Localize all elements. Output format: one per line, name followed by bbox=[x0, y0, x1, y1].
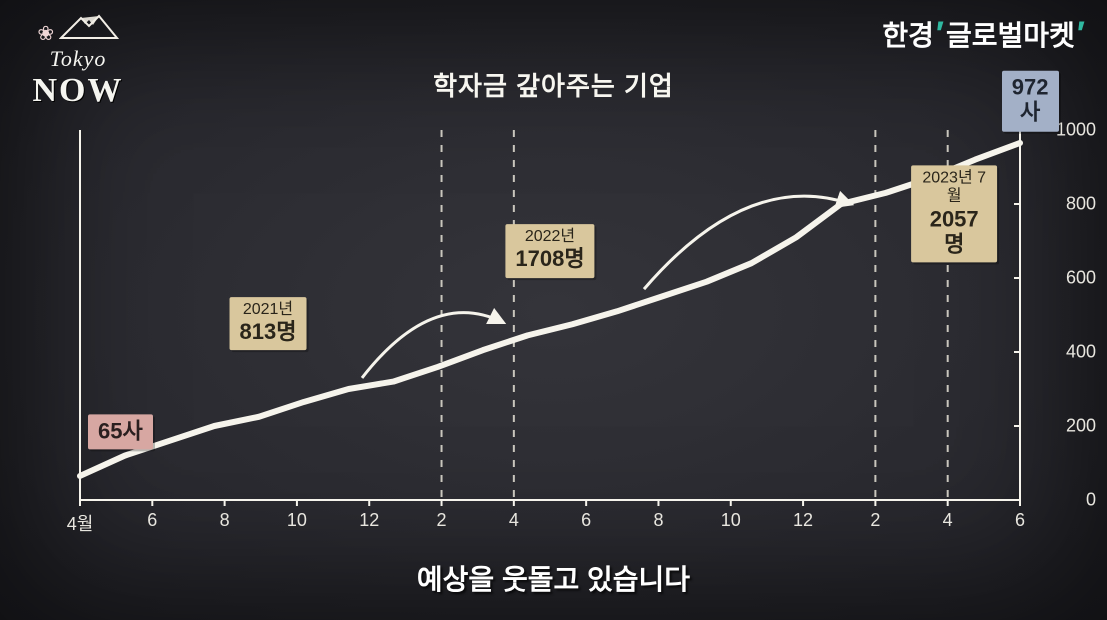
x-tick-label: 10 bbox=[721, 510, 741, 531]
annotation-box: 65사 bbox=[88, 414, 153, 449]
x-tick-label: 2 bbox=[437, 510, 447, 531]
mountain-icon bbox=[59, 12, 119, 45]
line-chart: 4월68101224681012246 02004006008001000 65… bbox=[80, 130, 1040, 510]
annotation-small: 2021년 bbox=[240, 301, 297, 319]
annotation-big: 813명 bbox=[240, 319, 297, 344]
y-tick-label: 600 bbox=[1066, 268, 1096, 289]
sakura-icon: ❀ bbox=[37, 23, 54, 45]
x-tick-label: 12 bbox=[359, 510, 379, 531]
logo-hankyung: 한경 bbox=[882, 14, 934, 54]
x-tick-label: 8 bbox=[220, 510, 230, 531]
y-tick-label: 800 bbox=[1066, 194, 1096, 215]
annotation-box: 972사 bbox=[1002, 71, 1059, 132]
logo-market: 글로벌마켓 bbox=[946, 14, 1075, 54]
x-tick-label: 4월 bbox=[67, 510, 94, 536]
chart-title: 학자금 갚아주는 기업 bbox=[0, 66, 1107, 103]
annotation-big: 65사 bbox=[98, 418, 143, 443]
x-tick-label: 2 bbox=[870, 510, 880, 531]
chart-svg bbox=[80, 130, 1020, 500]
x-tick-label: 6 bbox=[581, 510, 591, 531]
annotation-box: 2022년1708명 bbox=[505, 224, 594, 278]
x-tick-label: 6 bbox=[147, 510, 157, 531]
y-tick-label: 400 bbox=[1066, 342, 1096, 363]
annotation-box: 2023년 7월2057명 bbox=[911, 165, 997, 262]
annotation-box: 2021년813명 bbox=[230, 297, 307, 351]
x-tick-label: 12 bbox=[793, 510, 813, 531]
x-tick-label: 4 bbox=[943, 510, 953, 531]
y-tick-label: 0 bbox=[1086, 490, 1096, 511]
annotation-small: 2022년 bbox=[515, 228, 584, 246]
annotation-small: 2023년 7월 bbox=[921, 169, 987, 206]
chart-subtitle: 예상을 웃돌고 있습니다 bbox=[0, 558, 1107, 598]
hankyung-logo: 한경 ′ 글로벌마켓 ′ bbox=[882, 14, 1085, 54]
x-tick-label: 10 bbox=[287, 510, 307, 531]
x-tick-label: 8 bbox=[653, 510, 663, 531]
annotation-big: 1708명 bbox=[515, 247, 584, 272]
annotation-big: 2057명 bbox=[921, 206, 987, 257]
x-tick-label: 4 bbox=[509, 510, 519, 531]
annotation-big: 972사 bbox=[1012, 75, 1049, 126]
x-tick-label: 6 bbox=[1015, 510, 1025, 531]
y-tick-label: 200 bbox=[1066, 416, 1096, 437]
y-tick-label: 1000 bbox=[1056, 120, 1096, 141]
